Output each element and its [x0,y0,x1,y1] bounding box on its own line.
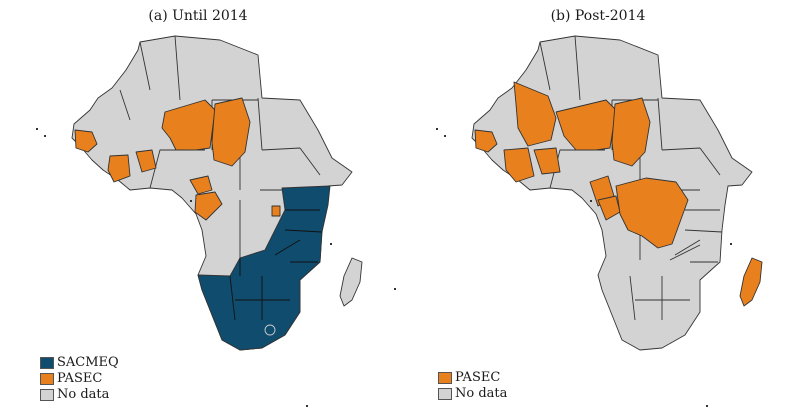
legend-swatch [40,389,54,401]
region-pasec [615,177,689,249]
legend-label: PASEC [57,371,103,386]
region-lesotho [264,324,276,336]
legend-item-no-data: No data [40,387,119,403]
region-pasec [611,97,651,167]
region-pasec [474,129,498,153]
africa-map [36,35,396,407]
legend-swatch [40,357,54,369]
region-pasec [135,149,157,173]
region-pasec [503,147,535,183]
legend-item-pasec: PASEC [40,371,119,387]
region-pasec [271,205,281,217]
legend-item-sacmeq: SACMEQ [40,355,119,371]
map-panel-until-2014: (a) Until 2014 [36,8,396,407]
region-madagascar [339,257,363,307]
legend-item-no-data: No data [438,386,507,402]
legend-label: SACMEQ [57,355,119,370]
region-pasec [74,129,98,153]
region-pasec [194,191,223,221]
map-panel-post-2014: (b) Post-2014 PASEC [406,0,812,416]
legend-swatch [438,388,452,400]
legend-label: No data [57,387,110,402]
panel-title: (a) Until 2014 [148,8,248,24]
region-pasec [107,154,131,183]
legend: SACMEQ PASEC No data [40,355,119,403]
legend: PASEC No data [438,370,507,402]
region-pasec [189,175,213,195]
region-pasec [513,81,557,147]
region-pasec [211,97,251,167]
panel-title: (b) Post-2014 [550,8,646,24]
region-pasec [555,99,617,151]
legend-item-pasec: PASEC [438,370,507,386]
legend-label: No data [455,386,508,401]
legend-swatch [40,373,54,385]
region-madagascar [739,257,763,307]
legend-label: PASEC [455,370,501,385]
region-pasec [161,99,216,151]
africa-map [436,35,763,407]
legend-swatch [438,372,452,384]
region-pasec [533,147,561,175]
country-borders [229,209,323,321]
region-sacmeq [197,185,331,351]
